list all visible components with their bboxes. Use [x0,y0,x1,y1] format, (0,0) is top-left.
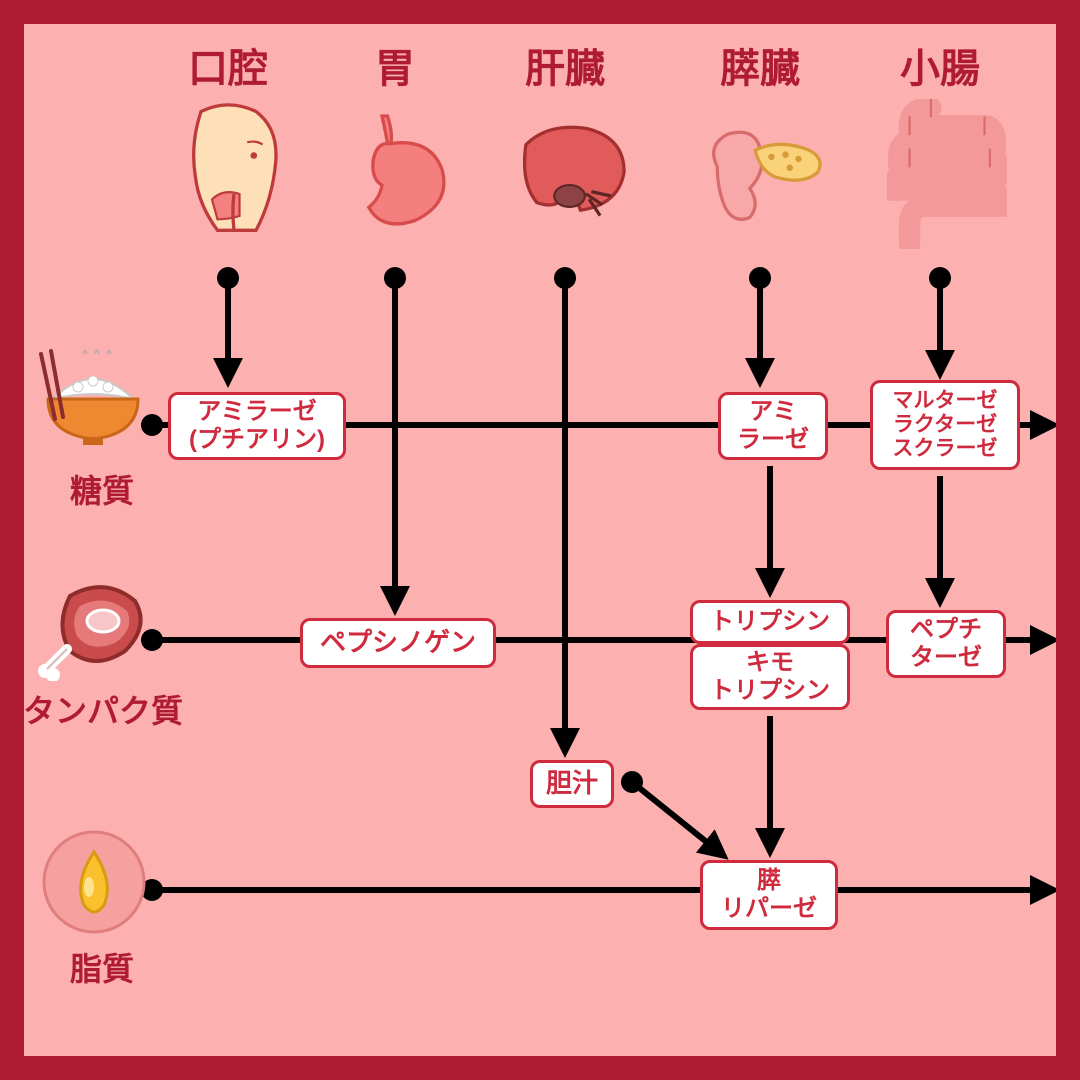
box-trypsin: トリプシン [690,600,850,644]
box-line: リパーゼ [721,895,817,923]
rice-icon [28,334,158,454]
meat-icon [30,566,160,686]
organ-label-pancreas: 膵臓 [680,36,840,94]
stomach-icon [344,96,464,246]
box-line: キモ [746,649,794,677]
box-amylase-pancreas: アミ ラーゼ [718,392,828,460]
box-bile: 胆汁 [530,760,614,808]
nutrient-label-protein: タンパク質 [18,686,188,732]
diagram-canvas: 口腔 胃 肝臓 膵臓 小腸 [24,24,1056,1056]
box-line: スクラーゼ [893,437,998,461]
box-line: ラーゼ [737,426,809,454]
box-peptidase: ペプチ ターゼ [886,610,1006,678]
nutrient-label-fat: 脂質 [42,944,162,990]
box-line: ターゼ [910,644,982,672]
box-line: マルターゼ [893,389,998,413]
box-line: ペプチ [910,616,982,644]
box-line: ラクターゼ [893,413,997,437]
pancreas-icon [696,102,836,242]
box-line: トリプシン [710,608,830,636]
box-pepsinogen: ペプシノゲン [300,618,496,668]
organ-label-intestine: 小腸 [860,36,1020,94]
box-line: トリプシン [710,677,830,705]
box-line: 胆汁 [546,769,598,799]
box-line: アミ [749,398,797,426]
organ-label-mouth: 口腔 [148,36,308,94]
fat-icon [34,822,154,942]
nutrient-label-carb: 糖質 [42,466,162,512]
box-maltase: マルターゼ ラクターゼ スクラーゼ [870,380,1020,470]
box-chymotrypsin: キモ トリプシン [690,644,850,710]
box-line: (プチアリン) [189,426,325,454]
box-lipase: 膵 リパーゼ [700,860,838,930]
box-line: ペプシノゲン [320,628,476,658]
organ-label-liver: 肝臓 [485,36,645,94]
intestine-icon [882,94,1012,254]
box-line: アミラーゼ [197,398,317,426]
organ-label-stomach: 胃 [315,36,475,94]
box-amylase-mouth: アミラーゼ (プチアリン) [168,392,346,460]
mouth-icon [174,92,294,252]
box-line: 膵 [757,867,781,895]
liver-icon [510,102,640,242]
